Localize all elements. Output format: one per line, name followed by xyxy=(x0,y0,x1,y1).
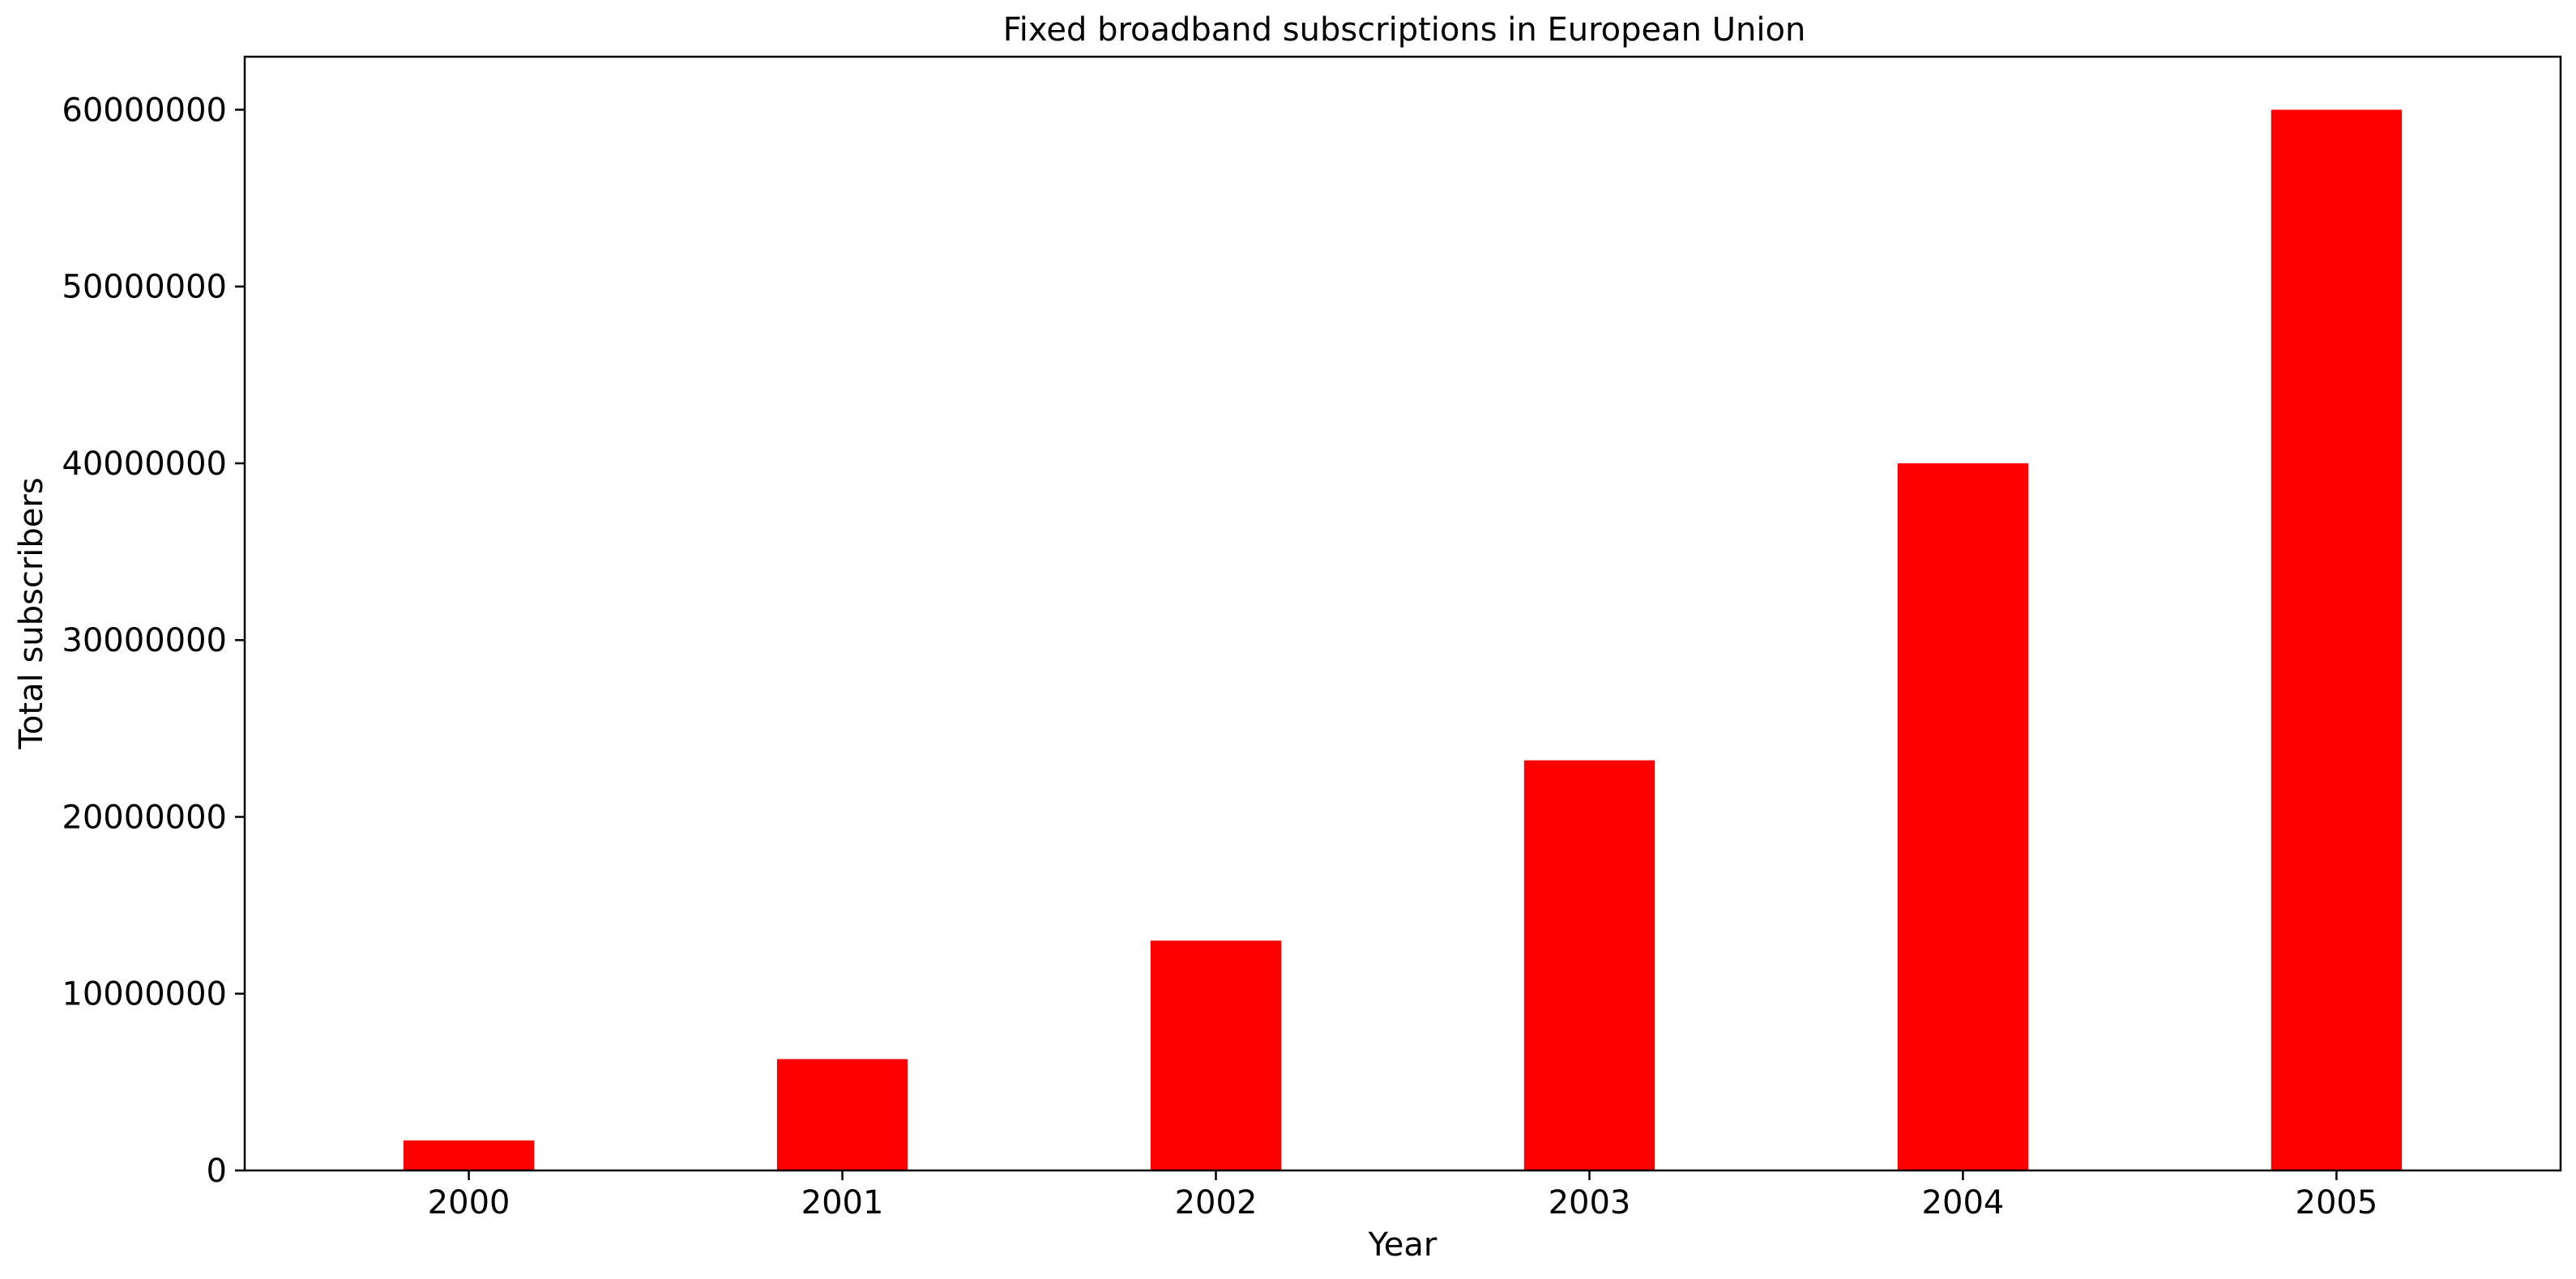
x-tick-label: 2001 xyxy=(801,1184,884,1221)
y-tick-label: 20000000 xyxy=(62,799,227,836)
bar-2004 xyxy=(1897,463,2029,1170)
y-tick-label: 60000000 xyxy=(62,92,227,129)
x-tick-label: 2004 xyxy=(1922,1184,2005,1221)
plot-frame xyxy=(243,55,2562,1172)
x-axis-title: Year xyxy=(1368,1226,1438,1264)
bar-2002 xyxy=(1150,940,1282,1170)
y-tick-label: 0 xyxy=(207,1153,227,1190)
x-axis: 2000 2001 2002 2003 2004 2005 xyxy=(428,1170,2378,1221)
x-tick-label: 2002 xyxy=(1175,1184,1258,1221)
x-tick-label: 2003 xyxy=(1549,1184,1631,1221)
y-tick-label: 30000000 xyxy=(62,622,227,659)
y-tick-label: 10000000 xyxy=(62,976,227,1013)
bar-2005 xyxy=(2271,109,2403,1170)
y-tick-label: 50000000 xyxy=(62,269,227,306)
y-axis-title: Total subscribers xyxy=(13,477,50,749)
bar-2000 xyxy=(403,1140,535,1170)
bars-group xyxy=(403,109,2403,1170)
bar-2001 xyxy=(776,1059,908,1170)
x-tick-label: 2005 xyxy=(2296,1184,2378,1221)
y-axis: 0 10000000 20000000 30000000 40000000 5000000… xyxy=(62,92,245,1190)
x-tick-label: 2000 xyxy=(428,1184,511,1221)
chart-title: Fixed broadband subscriptions in Europea… xyxy=(1003,11,1806,49)
y-tick-label: 40000000 xyxy=(62,446,227,483)
bar-2003 xyxy=(1523,760,1655,1170)
